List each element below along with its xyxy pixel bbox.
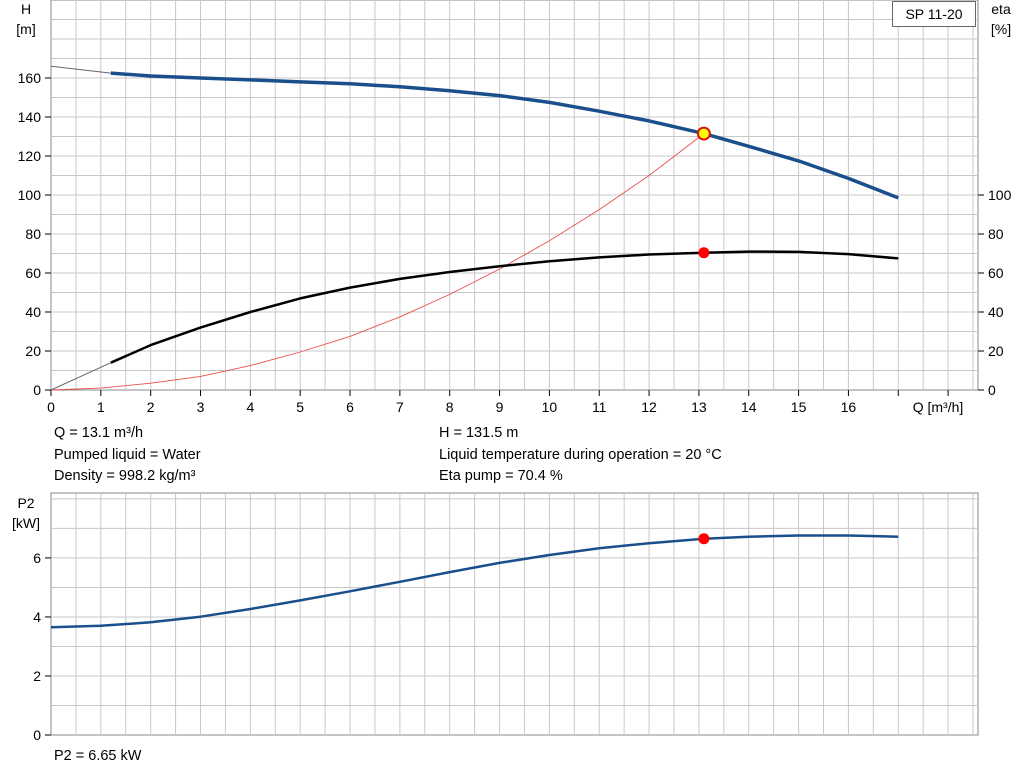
info-eta: Eta pump = 70.4 % [439,468,563,484]
y-left-axis-label: H [21,1,31,17]
head-curve-extension [50,65,111,74]
head-duty-point [696,126,711,141]
info-head: H = 131.5 m [439,425,519,441]
x-tick-label: 5 [296,399,304,415]
y-left-tick-label: 140 [18,109,42,125]
x-tick-label: 4 [246,399,254,415]
y-left-tick-label: 120 [18,148,42,164]
info-liquid: Pumped liquid = Water [54,447,201,463]
x-tick-label: 1 [97,399,105,415]
y-right-tick-label: 80 [988,226,1004,242]
p2-duty-point [698,533,710,545]
x-tick-label: 9 [496,399,504,415]
y-left-tick-label: 20 [25,343,41,359]
y-right-tick-label: 0 [988,382,996,398]
eta-curve [110,250,899,364]
y-left-tick-label: 0 [33,382,41,398]
info-p2: P2 = 6.65 kW [54,748,142,764]
x-tick-label: 3 [197,399,205,415]
x-tick-label: 10 [542,399,558,415]
p2-tick-label: 2 [33,668,41,684]
y-right-axis-unit: [%] [991,21,1011,37]
x-tick-label: 15 [791,399,807,415]
x-tick-label: 0 [47,399,55,415]
pump-model-label: SP 11-20 [892,1,976,27]
y-right-tick-label: 40 [988,304,1004,320]
y-right-tick-label: 60 [988,265,1004,281]
y-left-tick-label: 100 [18,187,42,203]
y-left-tick-label: 80 [25,226,41,242]
y-left-axis-unit: [m] [16,21,35,37]
eta-duty-point [698,247,710,259]
x-tick-label: 14 [741,399,757,415]
p2-tick-label: 4 [33,609,41,625]
info-density: Density = 998.2 kg/m³ [54,468,196,484]
x-tick-label: 16 [841,399,857,415]
info-temperature: Liquid temperature during operation = 20… [439,447,722,463]
y-right-axis-label: eta [991,1,1011,17]
head-curve [110,71,899,200]
x-tick-label: 6 [346,399,354,415]
y-left-tick-label: 160 [18,70,42,86]
p2-axis-label: P2 [17,495,34,511]
p2-tick-label: 0 [33,727,41,743]
eta-curve-extension [50,362,112,391]
x-tick-label: 13 [691,399,707,415]
bottom-plot-area [50,492,979,736]
info-flow: Q = 13.1 m³/h [54,425,144,441]
x-tick-label: 7 [396,399,404,415]
y-left-tick-label: 60 [25,265,41,281]
x-axis-label: Q [m³/h] [913,399,964,415]
p2-curve [50,534,899,629]
p2-axis-unit: [kW] [12,515,40,531]
p2-tick-label: 6 [33,550,41,566]
x-tick-label: 2 [147,399,155,415]
system-curve [50,133,705,391]
x-tick-label: 12 [641,399,657,415]
y-left-tick-label: 40 [25,304,41,320]
x-tick-label: 11 [592,399,607,415]
y-right-tick-label: 20 [988,343,1004,359]
x-tick-label: 8 [446,399,454,415]
y-right-tick-label: 100 [988,187,1012,203]
